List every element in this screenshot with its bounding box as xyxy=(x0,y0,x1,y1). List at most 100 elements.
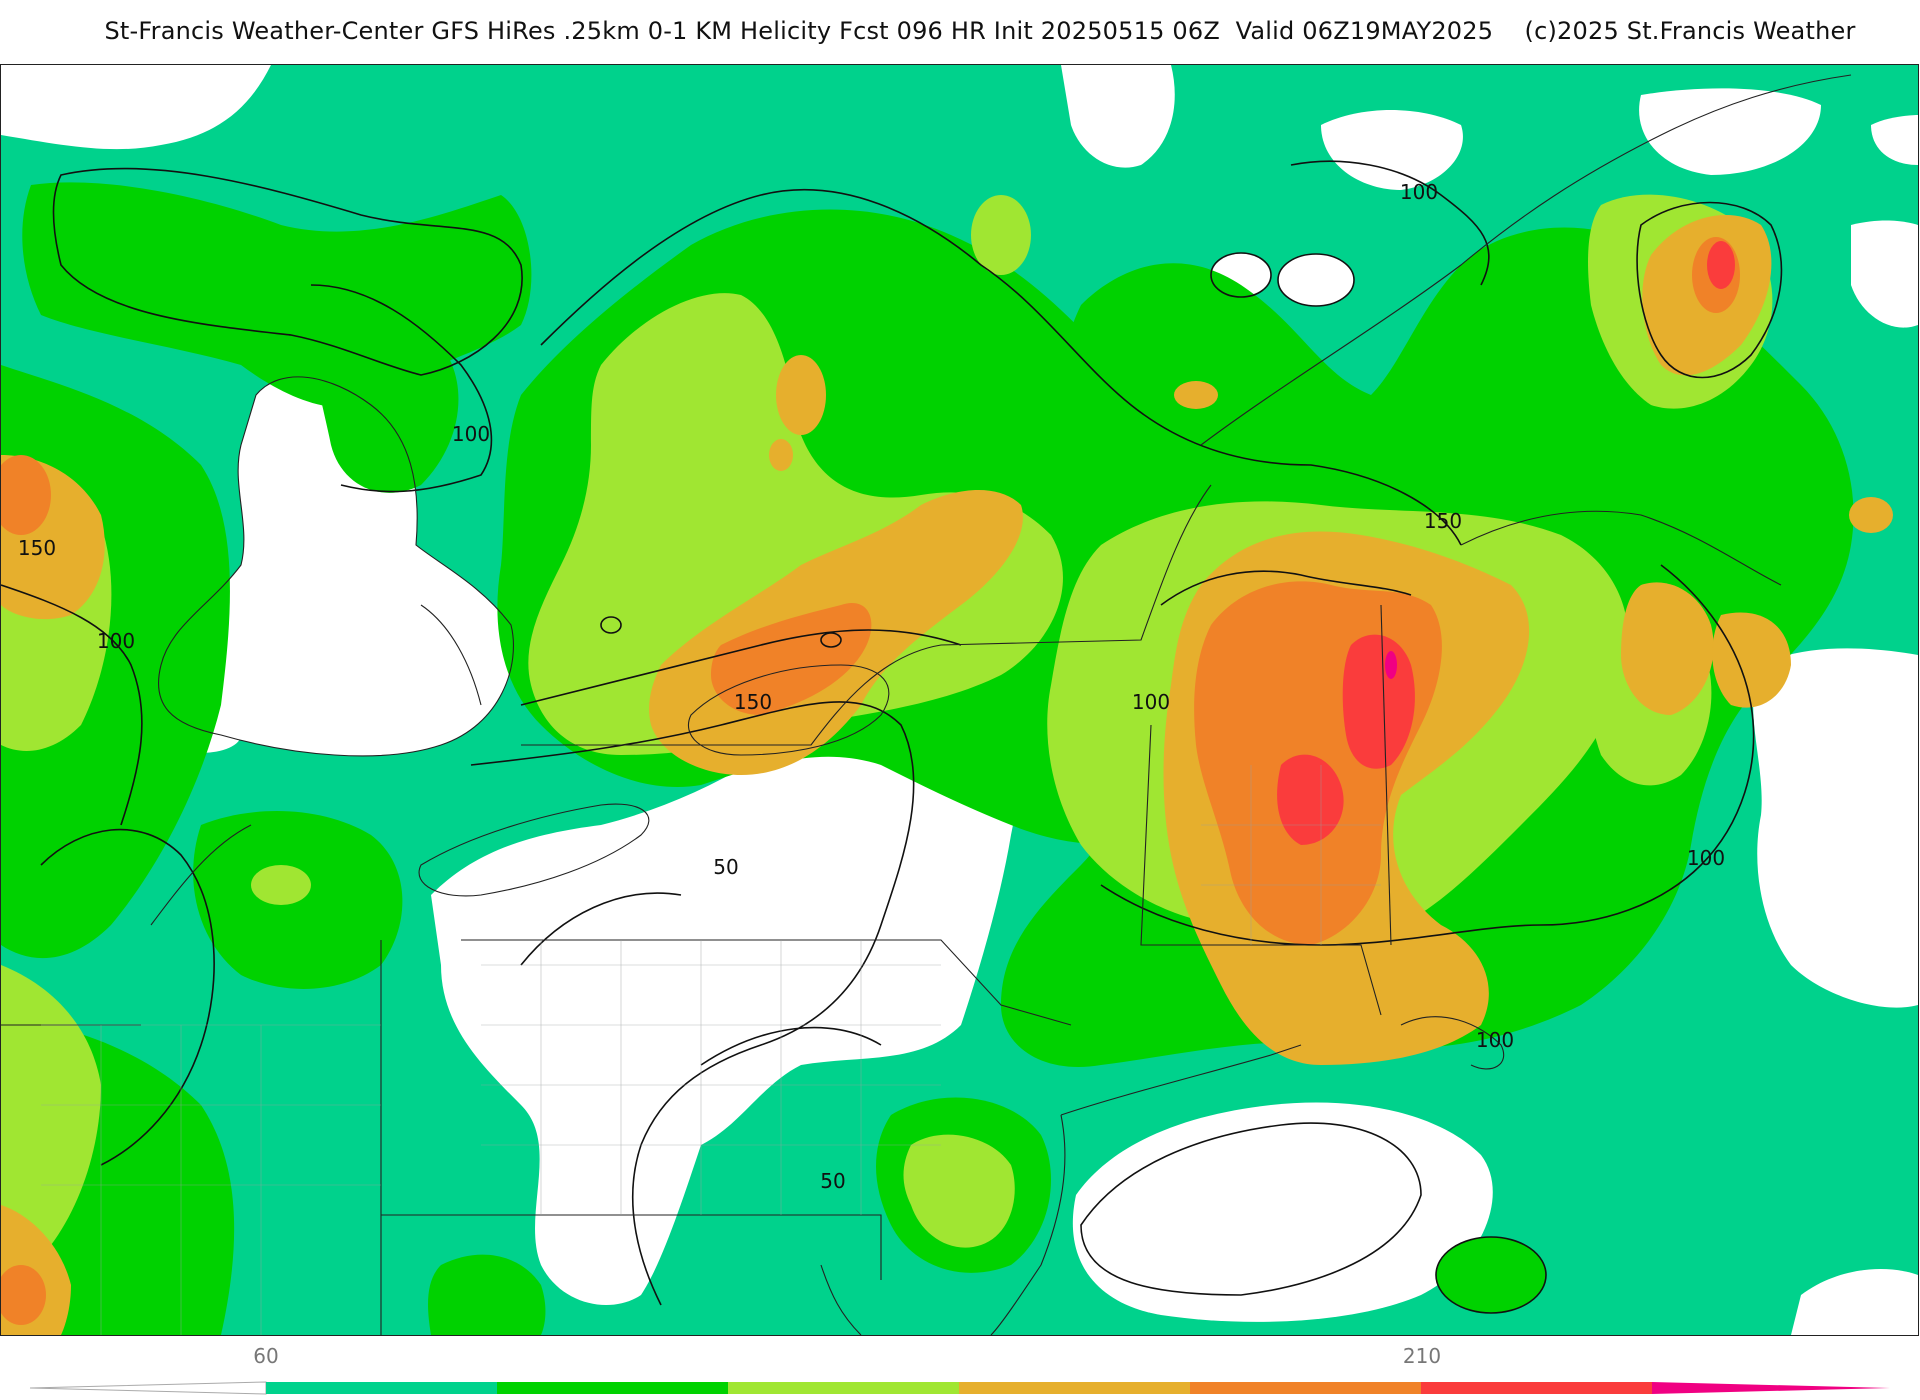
contour-line-new-england-150 xyxy=(1160,570,1412,606)
contour-loop-quebec-a xyxy=(1210,252,1272,298)
boundary-chesapeake xyxy=(820,1264,862,1335)
green-area-south xyxy=(428,1254,546,1335)
red-area-massachusetts xyxy=(1277,754,1344,845)
contour-line-west-100 xyxy=(40,828,215,1166)
contour-line-lakes-150 xyxy=(540,188,1462,546)
boundary-lake-ontario xyxy=(687,664,890,756)
contour-label: 150 xyxy=(18,536,56,560)
red-area-quebec xyxy=(1707,241,1735,289)
map-title: St-Francis Weather-Center GFS HiRes .25k… xyxy=(104,17,1856,45)
contour-line-quebec-loop xyxy=(1636,201,1783,379)
dark-orange-area-sw xyxy=(1,1265,46,1325)
contour-label: 150 xyxy=(734,690,772,714)
white-area-east-edge xyxy=(1851,220,1918,328)
boundary-quebec-maine xyxy=(1460,510,1782,586)
boundary-nj-coast xyxy=(990,1114,1066,1335)
helicity-map: 100 150 100 100 150 50 100 150 100 100 5… xyxy=(1,65,1918,1335)
green-area-atlantic-small xyxy=(1436,1237,1546,1313)
white-area-ne-tip xyxy=(1871,115,1918,165)
white-area-north-1 xyxy=(1061,65,1175,168)
contour-lines xyxy=(1,160,1783,1314)
white-area-nw-corner xyxy=(1,65,271,150)
yellow-green-area-lakes xyxy=(528,293,1063,755)
contour-loop-quebec-b xyxy=(1277,253,1355,307)
level-red xyxy=(1277,241,1735,845)
white-area-pennsylvania xyxy=(431,676,1021,1305)
colorbar-segment xyxy=(266,1382,497,1394)
contour-line-quebec-100 xyxy=(1290,160,1490,286)
contour-labels: 100 150 100 100 150 50 100 150 100 100 5… xyxy=(18,180,1725,1193)
boundary-long-island xyxy=(1060,1044,1302,1116)
green-area-ontario xyxy=(312,292,459,493)
boundary-georgian-bay xyxy=(420,604,482,706)
white-area-quebec-b xyxy=(1278,254,1354,306)
contour-line-nw xyxy=(52,167,523,376)
level-magenta xyxy=(1385,651,1397,679)
county-lines-new-england xyxy=(1201,765,1381,945)
contour-label: 50 xyxy=(820,1169,845,1193)
contour-line-pa-west-50 xyxy=(520,892,682,966)
contour-label: 100 xyxy=(1400,180,1438,204)
orange-area-quebec-small xyxy=(1174,381,1218,409)
boundary-us-canada xyxy=(521,484,1212,746)
contour-label: 100 xyxy=(1132,690,1170,714)
dark-orange-area-michigan xyxy=(1,455,51,535)
contour-loop-atlantic xyxy=(1435,1236,1547,1314)
contour-label: 50 xyxy=(713,855,738,879)
yellow-green-area-michigan-east xyxy=(251,865,311,905)
yellow-green-area-ontario xyxy=(971,195,1031,275)
colorbar-svg xyxy=(29,1381,1890,1395)
contour-line-ontario-100 xyxy=(310,284,493,493)
county-lines-new-york xyxy=(481,940,941,1215)
colorbar-segment xyxy=(1421,1382,1652,1394)
contour-label: 100 xyxy=(452,422,490,446)
geographic-boundaries xyxy=(1,74,1852,1335)
colorbar-wedge-low xyxy=(29,1381,267,1395)
white-area-lake-huron xyxy=(158,376,514,756)
colorbar: 60 210 xyxy=(0,1338,1920,1400)
contour-label: 100 xyxy=(1476,1028,1514,1052)
yellow-green-area-nj xyxy=(903,1134,1015,1248)
orange-area-nova-scotia xyxy=(1621,582,1714,715)
boundary-st-lawrence xyxy=(1200,74,1852,446)
white-area-nova-scotia xyxy=(1753,648,1918,1008)
orange-area-maine-coast xyxy=(1712,612,1791,708)
contour-label: 150 xyxy=(1424,509,1462,533)
colorbar-segment xyxy=(497,1382,728,1394)
white-area-north-2 xyxy=(1321,110,1463,190)
colorbar-segment xyxy=(728,1382,959,1394)
boundary-lake-michigan xyxy=(150,824,252,926)
contour-line-lake-ontario-150 xyxy=(520,629,962,706)
boundary-lake-huron xyxy=(157,376,514,757)
boundary-lake-erie xyxy=(418,803,650,897)
map-header: St-Francis Weather-Center GFS HiRes .25k… xyxy=(0,0,1920,62)
contour-line-michigan-100 xyxy=(1,584,143,826)
contour-line-new-england-100 xyxy=(1100,564,1755,946)
boundary-cape-cod xyxy=(1400,1016,1505,1070)
orange-area-ontario-b xyxy=(769,439,793,471)
magenta-area xyxy=(1385,651,1397,679)
colorbar-segment xyxy=(959,1382,1190,1394)
yellow-green-area-west xyxy=(1,965,101,1265)
orange-area-maine-small xyxy=(1849,497,1893,533)
contour-line-atlantic xyxy=(1080,1122,1422,1296)
orange-area-ontario-a xyxy=(776,355,826,435)
boundary-pennsylvania xyxy=(381,1214,882,1280)
contour-label: 100 xyxy=(1687,846,1725,870)
county-boundaries xyxy=(41,765,1381,1335)
white-area-se-corner xyxy=(1791,1269,1918,1335)
county-lines-ohio xyxy=(41,1024,381,1335)
white-area-north-3 xyxy=(1639,88,1821,175)
boundary-new-hampshire xyxy=(1380,604,1392,946)
colorbar-segment xyxy=(1190,1382,1421,1394)
colorbar-tick-label: 210 xyxy=(1402,1344,1442,1368)
colorbar-segment xyxy=(1652,1382,1890,1394)
contour-loop-pa xyxy=(600,616,622,634)
dark-orange-area-lake-ontario xyxy=(711,603,872,715)
colorbar-segments xyxy=(29,1381,1890,1395)
contour-label: 100 xyxy=(97,629,135,653)
map-panel: 100 150 100 100 150 50 100 150 100 100 5… xyxy=(0,64,1919,1336)
red-area-maine-nh xyxy=(1342,634,1415,769)
white-area-atlantic xyxy=(1072,1102,1493,1322)
colorbar-tick-label: 60 xyxy=(253,1344,279,1368)
